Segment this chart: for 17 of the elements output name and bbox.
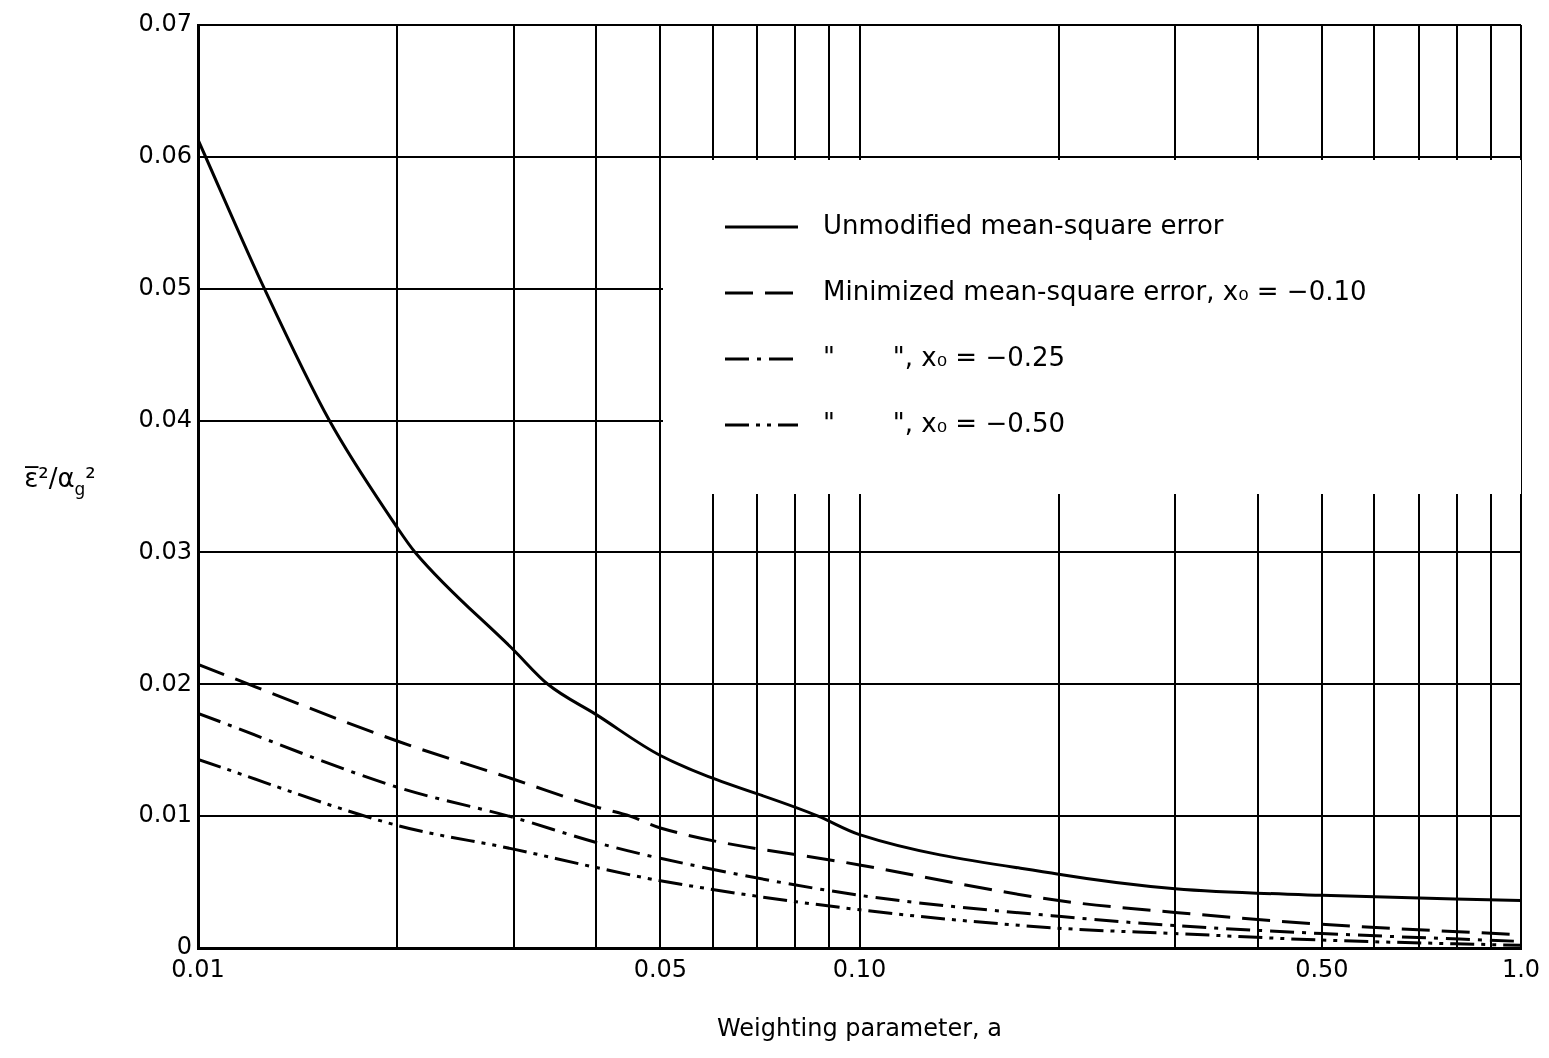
- x-tick-label: 1.0: [1501, 954, 1541, 983]
- y-tick-label: 0.01: [138, 800, 192, 829]
- x-axis-title: Weighting parameter, a: [716, 1013, 1003, 1042]
- x-tick-label: 0.05: [633, 954, 688, 983]
- legend-label: " ", x₀ = −0.25: [823, 341, 1066, 372]
- y-tick-label: 0.03: [138, 536, 192, 565]
- x-tick-label: 0.01: [171, 954, 225, 983]
- y-tick-label: 0.06: [138, 141, 192, 170]
- y-tick-label: 0.07: [138, 9, 192, 38]
- legend-label: Unmodified mean-square error: [823, 209, 1224, 240]
- legend-label: Minimized mean-square error, x₀ = −0.10: [823, 275, 1367, 306]
- y-tick-label: 0.05: [138, 272, 192, 301]
- x-tick-label: 0.10: [832, 954, 887, 983]
- y-tick-label: 0.02: [138, 668, 192, 697]
- legend-label: " ", x₀ = −0.50: [823, 407, 1066, 438]
- y-tick-label: 0.04: [138, 404, 192, 433]
- x-tick-label: 0.50: [1295, 954, 1349, 983]
